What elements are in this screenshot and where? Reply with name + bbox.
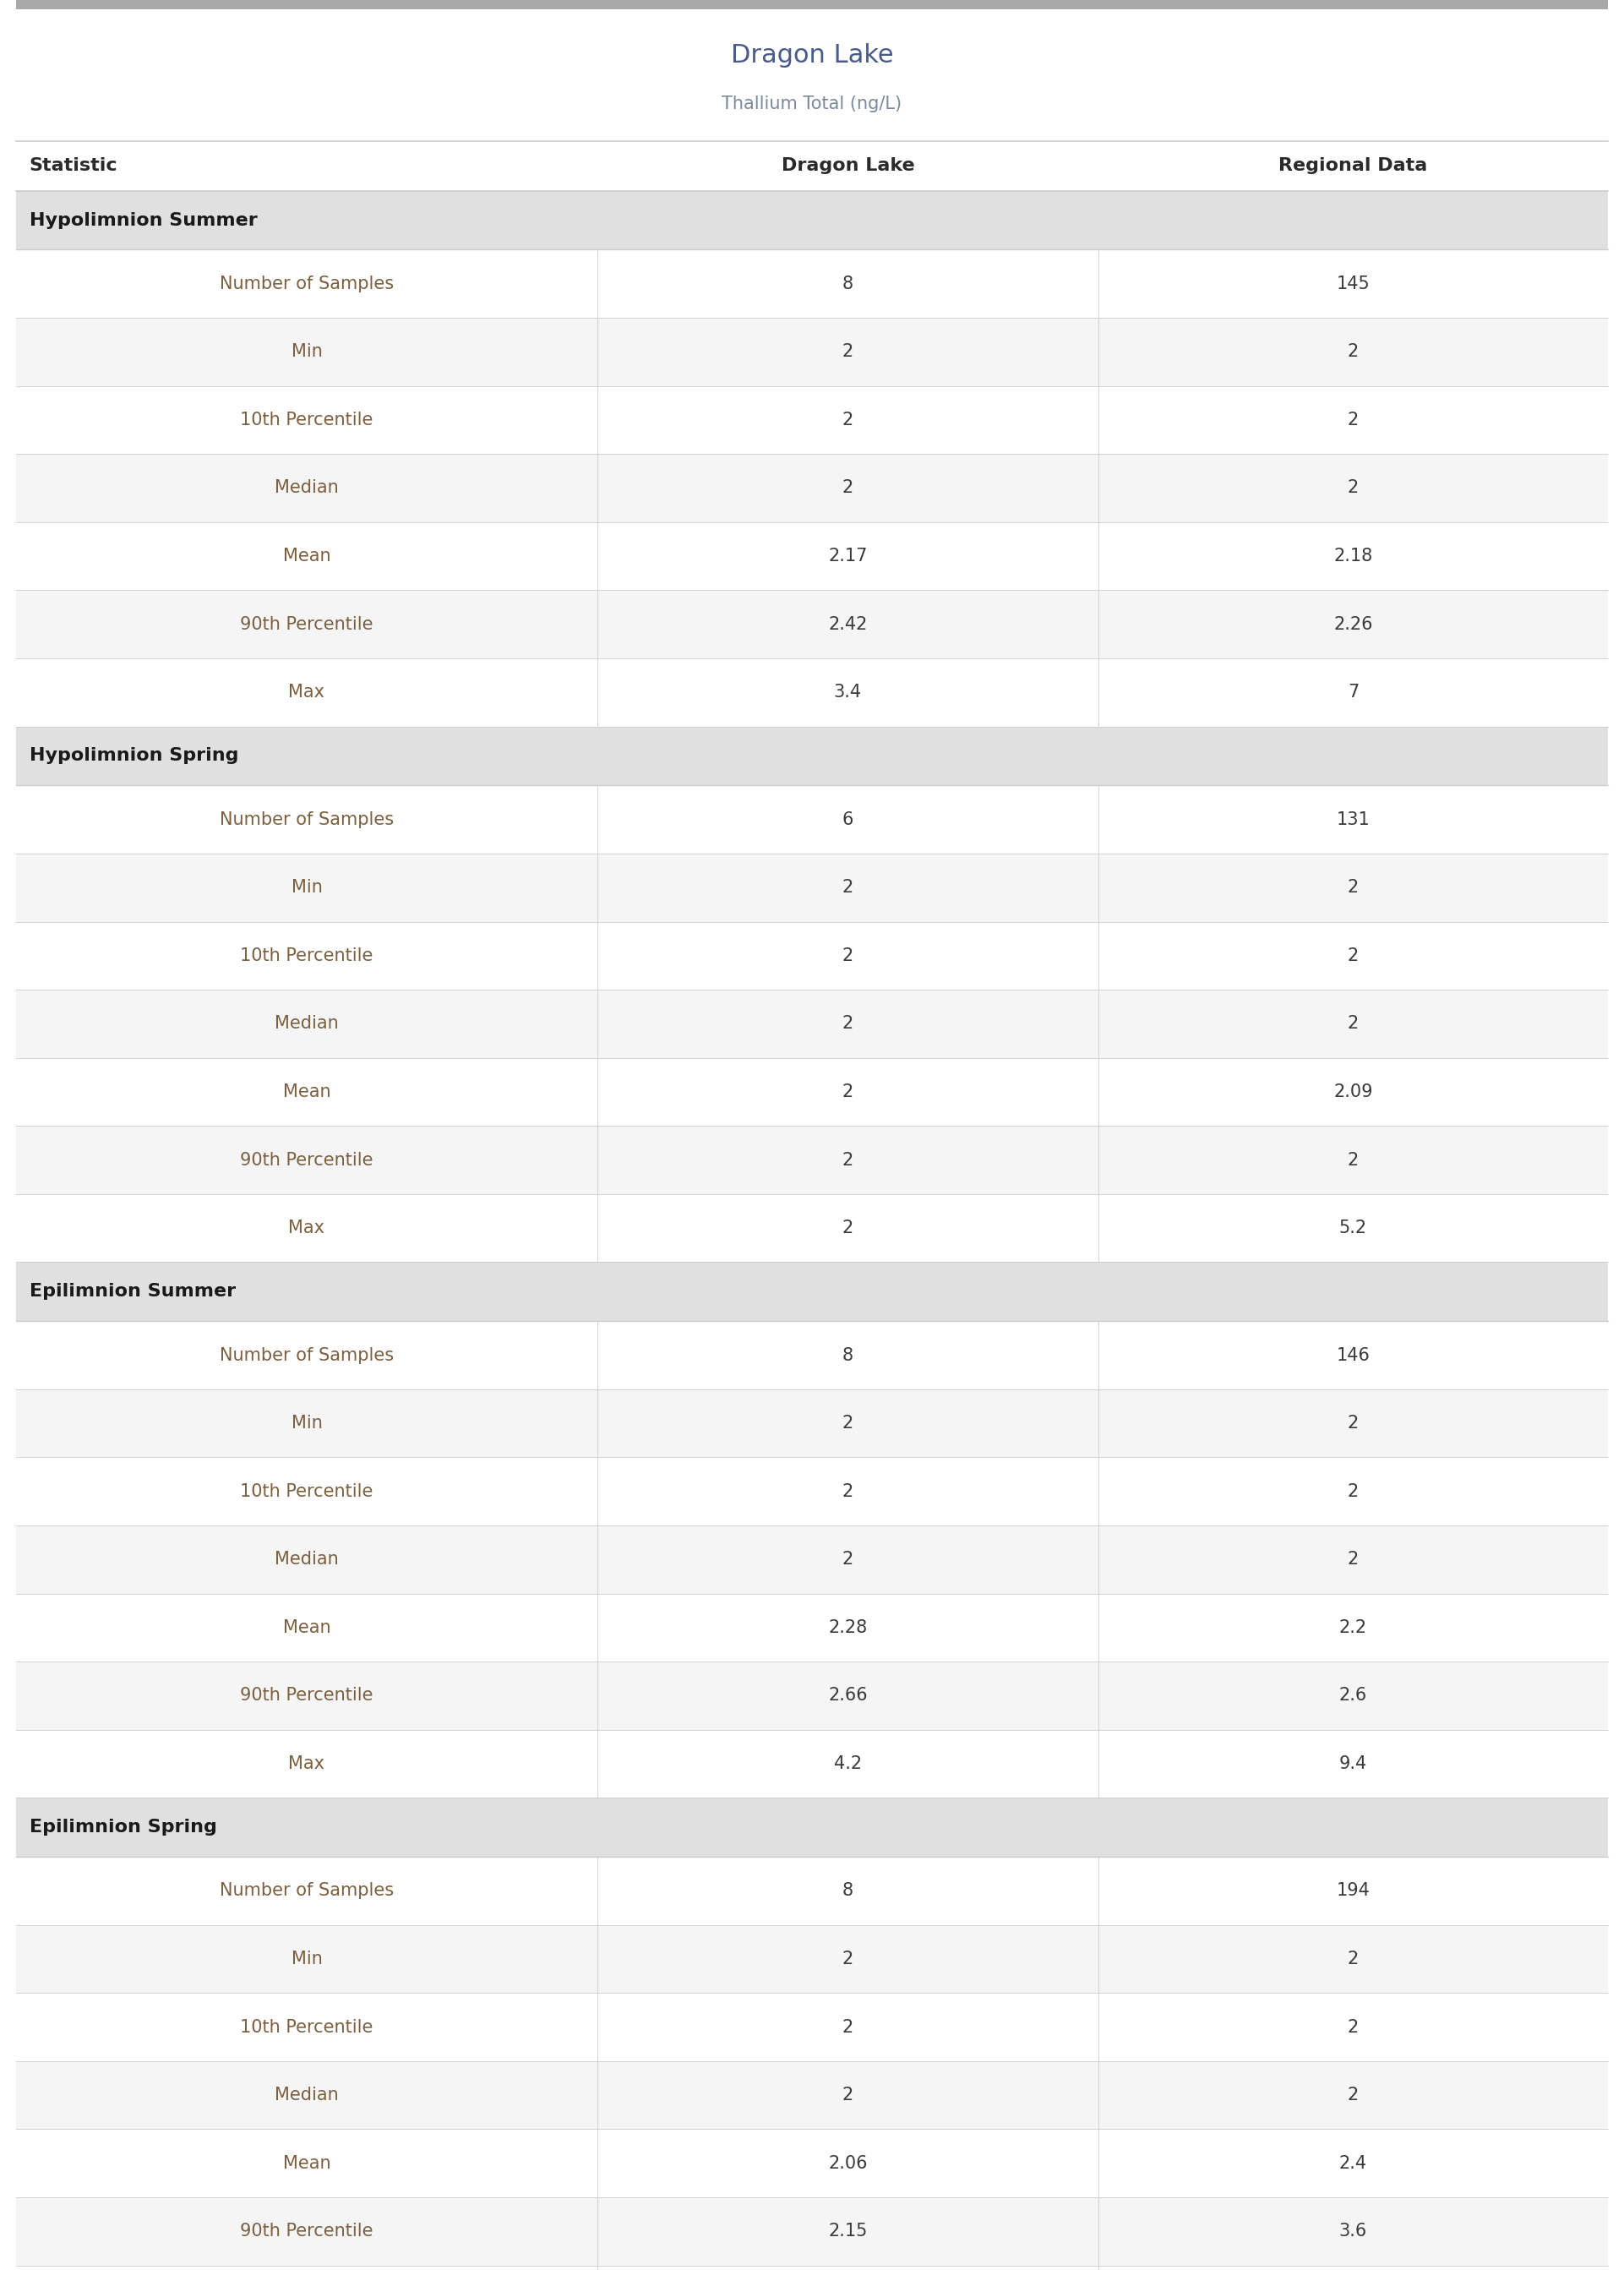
Text: 2: 2 [1348,1015,1359,1033]
Text: 2: 2 [843,343,853,361]
Text: 2: 2 [1348,411,1359,429]
Text: 2.66: 2.66 [828,1687,867,1705]
Text: 90th Percentile: 90th Percentile [240,615,374,633]
Text: 2.6: 2.6 [1340,1687,1367,1705]
Text: 2: 2 [843,878,853,897]
Text: 10th Percentile: 10th Percentile [240,947,374,965]
Text: Median: Median [274,1015,339,1033]
Text: 2.18: 2.18 [1333,547,1372,565]
Text: Epilimnion Summer: Epilimnion Summer [29,1283,235,1301]
Text: 10th Percentile: 10th Percentile [240,411,374,429]
Text: 2.2: 2.2 [1340,1619,1367,1637]
Text: 2: 2 [843,1550,853,1569]
Text: 8: 8 [843,1346,853,1364]
Text: 2: 2 [843,411,853,429]
Text: Median: Median [274,1550,339,1569]
Text: Max: Max [289,1219,325,1237]
Text: Mean: Mean [283,1619,331,1637]
Text: 2: 2 [1348,1482,1359,1500]
Text: Statistic: Statistic [29,157,117,175]
Text: 2: 2 [843,947,853,965]
Text: Median: Median [274,2086,339,2104]
Text: 131: 131 [1337,810,1371,829]
Text: Hypolimnion Spring: Hypolimnion Spring [29,747,239,765]
Text: Min: Min [291,1414,322,1432]
Text: 2: 2 [843,479,853,497]
Text: Dragon Lake: Dragon Lake [731,43,893,68]
Text: 2: 2 [843,2086,853,2104]
Text: 3.4: 3.4 [833,683,862,701]
Text: Number of Samples: Number of Samples [219,275,393,293]
Text: 2.4: 2.4 [1340,2154,1367,2172]
Text: 2: 2 [843,1414,853,1432]
Text: 2: 2 [1348,1151,1359,1169]
Text: Hypolimnion Summer: Hypolimnion Summer [29,211,257,229]
Text: Min: Min [291,1950,322,1968]
Text: 2: 2 [1348,878,1359,897]
Text: 3.6: 3.6 [1340,2222,1367,2240]
Text: 2: 2 [1348,2086,1359,2104]
Text: Regional Data: Regional Data [1278,157,1427,175]
Text: 2: 2 [843,1083,853,1101]
Text: Number of Samples: Number of Samples [219,1882,393,1900]
Text: Mean: Mean [283,2154,331,2172]
Text: Max: Max [289,683,325,701]
Text: 7: 7 [1348,683,1359,701]
Text: 10th Percentile: 10th Percentile [240,1482,374,1500]
Text: 8: 8 [843,275,853,293]
Text: 10th Percentile: 10th Percentile [240,2018,374,2036]
Text: 2: 2 [1348,1414,1359,1432]
Text: Dragon Lake: Dragon Lake [781,157,914,175]
Text: 2.42: 2.42 [828,615,867,633]
Text: Median: Median [274,479,339,497]
Text: Thallium Total (ng/L): Thallium Total (ng/L) [723,95,901,111]
Text: 2.17: 2.17 [828,547,867,565]
Text: 2: 2 [843,2018,853,2036]
Text: 2: 2 [1348,947,1359,965]
Text: 2.06: 2.06 [828,2154,867,2172]
Text: Min: Min [291,343,322,361]
Text: 2: 2 [1348,479,1359,497]
Text: 2: 2 [843,1219,853,1237]
Text: 2.15: 2.15 [828,2222,867,2240]
Text: 2.09: 2.09 [1333,1083,1372,1101]
Text: 2.28: 2.28 [828,1619,867,1637]
Text: 8: 8 [843,1882,853,1900]
Text: 2: 2 [843,1950,853,1968]
Text: 2: 2 [1348,2018,1359,2036]
Text: 2.26: 2.26 [1333,615,1372,633]
Text: Number of Samples: Number of Samples [219,1346,393,1364]
Text: 145: 145 [1337,275,1371,293]
Text: 146: 146 [1337,1346,1371,1364]
Text: Max: Max [289,1755,325,1773]
Text: 2: 2 [1348,1550,1359,1569]
Text: 2: 2 [843,1151,853,1169]
Text: Min: Min [291,878,322,897]
Text: 5.2: 5.2 [1340,1219,1367,1237]
Text: 2: 2 [1348,343,1359,361]
Text: 90th Percentile: 90th Percentile [240,2222,374,2240]
Text: Mean: Mean [283,1083,331,1101]
Text: 2: 2 [1348,1950,1359,1968]
Text: Epilimnion Spring: Epilimnion Spring [29,1818,216,1836]
Text: 9.4: 9.4 [1340,1755,1367,1773]
Text: 2: 2 [843,1482,853,1500]
Text: 194: 194 [1337,1882,1371,1900]
Text: 90th Percentile: 90th Percentile [240,1687,374,1705]
Text: Mean: Mean [283,547,331,565]
Text: 4.2: 4.2 [833,1755,862,1773]
Text: 90th Percentile: 90th Percentile [240,1151,374,1169]
Text: Number of Samples: Number of Samples [219,810,393,829]
Text: 2: 2 [843,1015,853,1033]
Text: 6: 6 [843,810,854,829]
